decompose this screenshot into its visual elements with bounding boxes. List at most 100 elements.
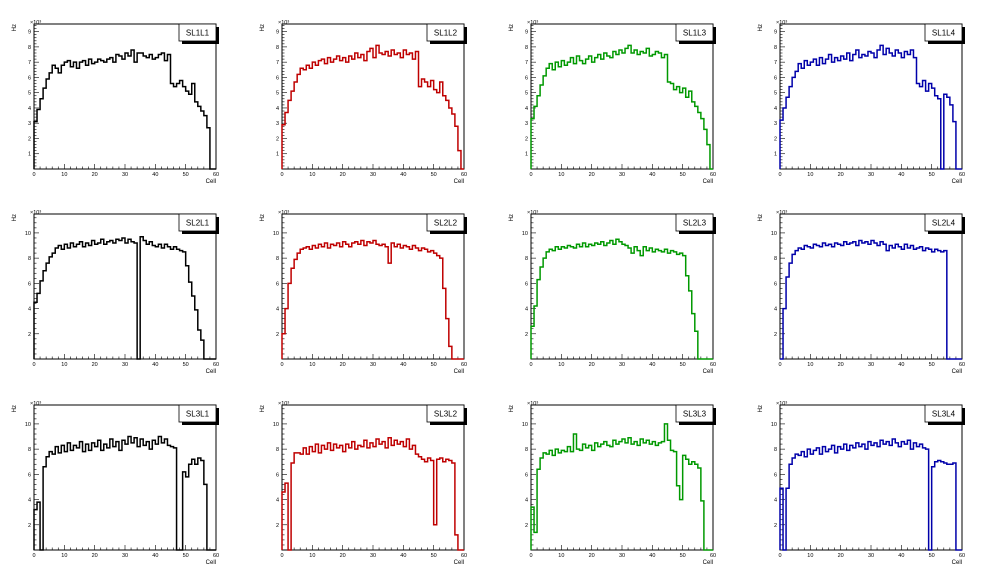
plot-frame xyxy=(779,213,963,360)
plot-frame xyxy=(530,404,714,551)
x-tick-label: 50 xyxy=(183,362,189,368)
chart-title: SL2L4 xyxy=(932,219,956,228)
x-tick-label: 0 xyxy=(529,172,532,178)
y-tick-label: 8 xyxy=(276,45,279,51)
y-tick-label: 8 xyxy=(28,447,31,453)
x-tick-label: 30 xyxy=(122,553,128,559)
y-tick-label: 4 xyxy=(774,106,777,112)
y-tick-label: 7 xyxy=(28,60,31,66)
y-tick-label: 8 xyxy=(525,256,528,262)
chart-title: SL1L3 xyxy=(683,29,707,38)
y-axis-label: Hz xyxy=(12,24,18,31)
x-tick-label: 60 xyxy=(710,172,716,178)
y-scale-label: ×10³ xyxy=(527,210,538,216)
y-tick-label: 6 xyxy=(28,75,31,81)
x-tick-label: 0 xyxy=(280,172,283,178)
y-tick-label: 4 xyxy=(774,498,777,504)
y-tick-label: 7 xyxy=(525,60,528,66)
x-tick-label: 0 xyxy=(32,172,35,178)
y-tick-label: 2 xyxy=(28,136,31,142)
y-tick-label: 5 xyxy=(28,91,31,97)
chart-title: SL3L4 xyxy=(932,410,956,419)
y-tick-label: 1 xyxy=(276,152,279,158)
y-axis-label: Hz xyxy=(758,214,764,221)
x-axis-label: Cell xyxy=(952,560,962,566)
y-tick-label: 5 xyxy=(276,91,279,97)
x-tick-label: 30 xyxy=(370,172,376,178)
chart-title: SL1L2 xyxy=(434,29,458,38)
x-tick-label: 10 xyxy=(558,362,564,368)
x-tick-label: 30 xyxy=(619,553,625,559)
y-tick-label: 1 xyxy=(525,152,528,158)
x-tick-label: 40 xyxy=(152,172,158,178)
y-tick-label: 4 xyxy=(276,106,279,112)
y-axis-label: Hz xyxy=(509,214,515,221)
histogram-series xyxy=(33,435,216,551)
y-tick-label: 2 xyxy=(774,332,777,338)
y-tick-label: 6 xyxy=(774,472,777,478)
y-tick-label: 9 xyxy=(774,30,777,36)
y-tick-label: 4 xyxy=(28,498,31,504)
y-axis-label: Hz xyxy=(260,405,266,412)
y-tick-label: 2 xyxy=(276,332,279,338)
x-axis-label: Cell xyxy=(206,369,216,375)
y-tick-label: 3 xyxy=(525,121,528,127)
x-tick-label: 30 xyxy=(619,172,625,178)
y-scale-label: ×10³ xyxy=(278,20,289,26)
x-tick-label: 10 xyxy=(558,553,564,559)
x-tick-label: 30 xyxy=(122,362,128,368)
x-tick-label: 50 xyxy=(183,172,189,178)
x-tick-label: 60 xyxy=(710,362,716,368)
y-scale-label: ×10³ xyxy=(527,20,538,26)
y-tick-label: 8 xyxy=(774,256,777,262)
x-tick-label: 50 xyxy=(929,553,935,559)
y-tick-label: 4 xyxy=(276,498,279,504)
x-tick-label: 50 xyxy=(680,172,686,178)
y-axis-label: Hz xyxy=(12,405,18,412)
x-tick-label: 0 xyxy=(529,362,532,368)
y-tick-label: 9 xyxy=(525,30,528,36)
x-tick-label: 30 xyxy=(619,362,625,368)
x-tick-label: 40 xyxy=(400,362,406,368)
x-tick-label: 20 xyxy=(340,362,346,368)
y-scale-label: ×10³ xyxy=(776,20,787,26)
x-tick-label: 60 xyxy=(213,553,219,559)
chart-title: SL2L1 xyxy=(186,219,210,228)
y-axis-label: Hz xyxy=(758,24,764,31)
title-box xyxy=(675,23,714,42)
x-tick-label: 0 xyxy=(280,553,283,559)
x-tick-label: 60 xyxy=(461,362,467,368)
x-tick-label: 0 xyxy=(778,362,781,368)
x-tick-label: 0 xyxy=(280,362,283,368)
x-axis-label: Cell xyxy=(703,179,713,185)
x-axis-label: Cell xyxy=(206,179,216,185)
y-tick-label: 6 xyxy=(28,472,31,478)
y-tick-label: 8 xyxy=(525,45,528,51)
y-tick-label: 8 xyxy=(774,45,777,51)
plot-frame xyxy=(779,404,963,551)
x-tick-label: 20 xyxy=(838,362,844,368)
x-tick-label: 10 xyxy=(61,362,67,368)
chart-title: SL2L3 xyxy=(683,219,707,228)
y-tick-label: 9 xyxy=(28,30,31,36)
title-box xyxy=(675,213,714,232)
y-tick-label: 6 xyxy=(525,472,528,478)
y-tick-label: 8 xyxy=(28,256,31,262)
y-tick-label: 4 xyxy=(28,106,31,112)
x-tick-label: 40 xyxy=(898,362,904,368)
x-axis-label: Cell xyxy=(454,369,464,375)
x-tick-label: 60 xyxy=(959,553,965,559)
x-tick-label: 50 xyxy=(183,553,189,559)
x-tick-label: 30 xyxy=(868,553,874,559)
y-tick-label: 8 xyxy=(28,45,31,51)
x-tick-label: 30 xyxy=(122,172,128,178)
y-axis-label: Hz xyxy=(12,214,18,221)
y-tick-label: 10 xyxy=(25,422,31,428)
x-tick-label: 10 xyxy=(61,172,67,178)
x-tick-label: 0 xyxy=(32,553,35,559)
